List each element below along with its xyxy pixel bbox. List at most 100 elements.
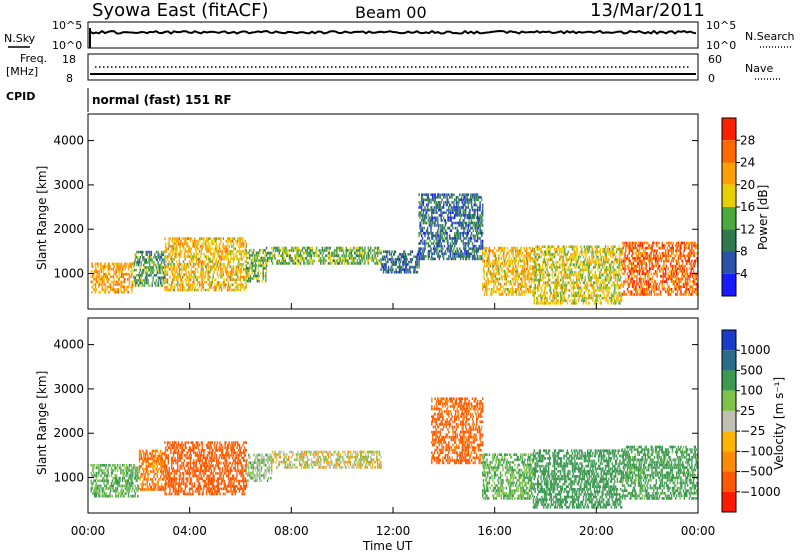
data-cell: [278, 259, 280, 263]
data-cell: [215, 250, 217, 253]
data-cell: [406, 263, 408, 266]
data-cell: [500, 275, 502, 278]
data-cell: [483, 285, 486, 288]
data-cell: [425, 208, 427, 212]
data-cell: [608, 281, 610, 284]
data-cell: [461, 252, 463, 256]
data-cell: [446, 247, 448, 250]
data-cell: [276, 259, 278, 263]
data-cell: [432, 198, 435, 202]
data-cell: [358, 246, 360, 250]
data-cell: [104, 265, 106, 268]
data-cell: [451, 201, 453, 204]
data-cell: [558, 245, 560, 248]
data-cell: [454, 214, 457, 217]
data-cell: [228, 275, 230, 279]
data-cell: [174, 252, 176, 256]
data-cell: [115, 288, 117, 291]
data-cell: [174, 250, 176, 253]
data-cell: [437, 216, 439, 220]
data-cell: [94, 290, 97, 294]
data-cell: [457, 208, 459, 212]
data-cell: [150, 250, 153, 254]
data-cell: [498, 249, 500, 252]
data-cell: [609, 248, 611, 251]
data-cell: [425, 193, 427, 196]
data-cell: [588, 245, 591, 248]
data-cell: [122, 272, 125, 276]
data-cell: [566, 260, 569, 264]
data-cell: [220, 250, 222, 253]
data-cell: [595, 294, 597, 297]
data-cell: [491, 280, 493, 283]
data-cell: [271, 256, 273, 260]
data-cell: [631, 249, 634, 252]
data-cell: [481, 257, 483, 261]
data-cell: [470, 247, 472, 250]
data-cell: [313, 254, 315, 257]
data-cell: [628, 275, 630, 278]
data-cell: [588, 268, 591, 272]
data-cell: [553, 245, 555, 248]
data-cell: [237, 263, 239, 266]
data-cell: [132, 283, 134, 286]
data-cell: [188, 281, 190, 284]
data-cell: [318, 256, 320, 260]
data-cell: [328, 246, 330, 250]
data-cell: [510, 262, 513, 265]
data-cell: [638, 270, 641, 273]
data-cell: [232, 260, 235, 263]
data-cell: [99, 272, 101, 276]
data-cell: [570, 286, 573, 290]
data-cell: [587, 266, 590, 269]
data-cell: [218, 288, 220, 292]
data-cell: [548, 250, 551, 254]
data-cell: [419, 247, 421, 250]
data-cell: [208, 245, 210, 248]
data-cell: [471, 255, 474, 258]
data-cell: [563, 291, 565, 295]
data-cell: [457, 203, 459, 207]
data-cell: [438, 249, 441, 253]
data-cell: [482, 288, 484, 291]
data-cell: [504, 277, 506, 281]
data-cell: [431, 208, 433, 212]
data-cell: [267, 251, 269, 255]
data-cell: [180, 242, 182, 245]
data-cell: [555, 268, 558, 272]
data-cell: [204, 265, 207, 269]
data-cell: [255, 254, 258, 257]
data-cell: [459, 237, 462, 240]
data-cell: [551, 263, 553, 266]
data-cell: [484, 246, 486, 250]
data-cell: [387, 270, 389, 274]
data-cell: [199, 275, 201, 279]
data-cell: [398, 253, 401, 256]
data-cell: [580, 273, 582, 277]
data-cell: [473, 237, 475, 240]
data-cell: [565, 289, 568, 292]
data-cell: [239, 268, 242, 271]
data-cell: [404, 260, 406, 264]
data-cell: [447, 201, 449, 204]
data-cell: [420, 206, 422, 209]
data-cell: [572, 245, 574, 248]
data-cell: [602, 260, 604, 264]
data-cell: [232, 257, 235, 261]
data-cell: [586, 253, 588, 256]
data-cell: [237, 278, 239, 281]
data-cell: [463, 198, 465, 202]
data-cell: [474, 203, 476, 207]
data-cell: [560, 253, 563, 256]
data-cell: [453, 247, 455, 250]
data-cell: [215, 288, 217, 292]
data-cell: [157, 276, 159, 280]
data-cell: [331, 262, 333, 265]
data-cell: [552, 276, 554, 279]
data-cell: [537, 296, 539, 300]
data-cell: [96, 270, 98, 273]
data-cell: [413, 265, 415, 269]
data-cell: [460, 214, 463, 217]
data-cell: [222, 247, 225, 251]
data-cell: [565, 286, 567, 290]
